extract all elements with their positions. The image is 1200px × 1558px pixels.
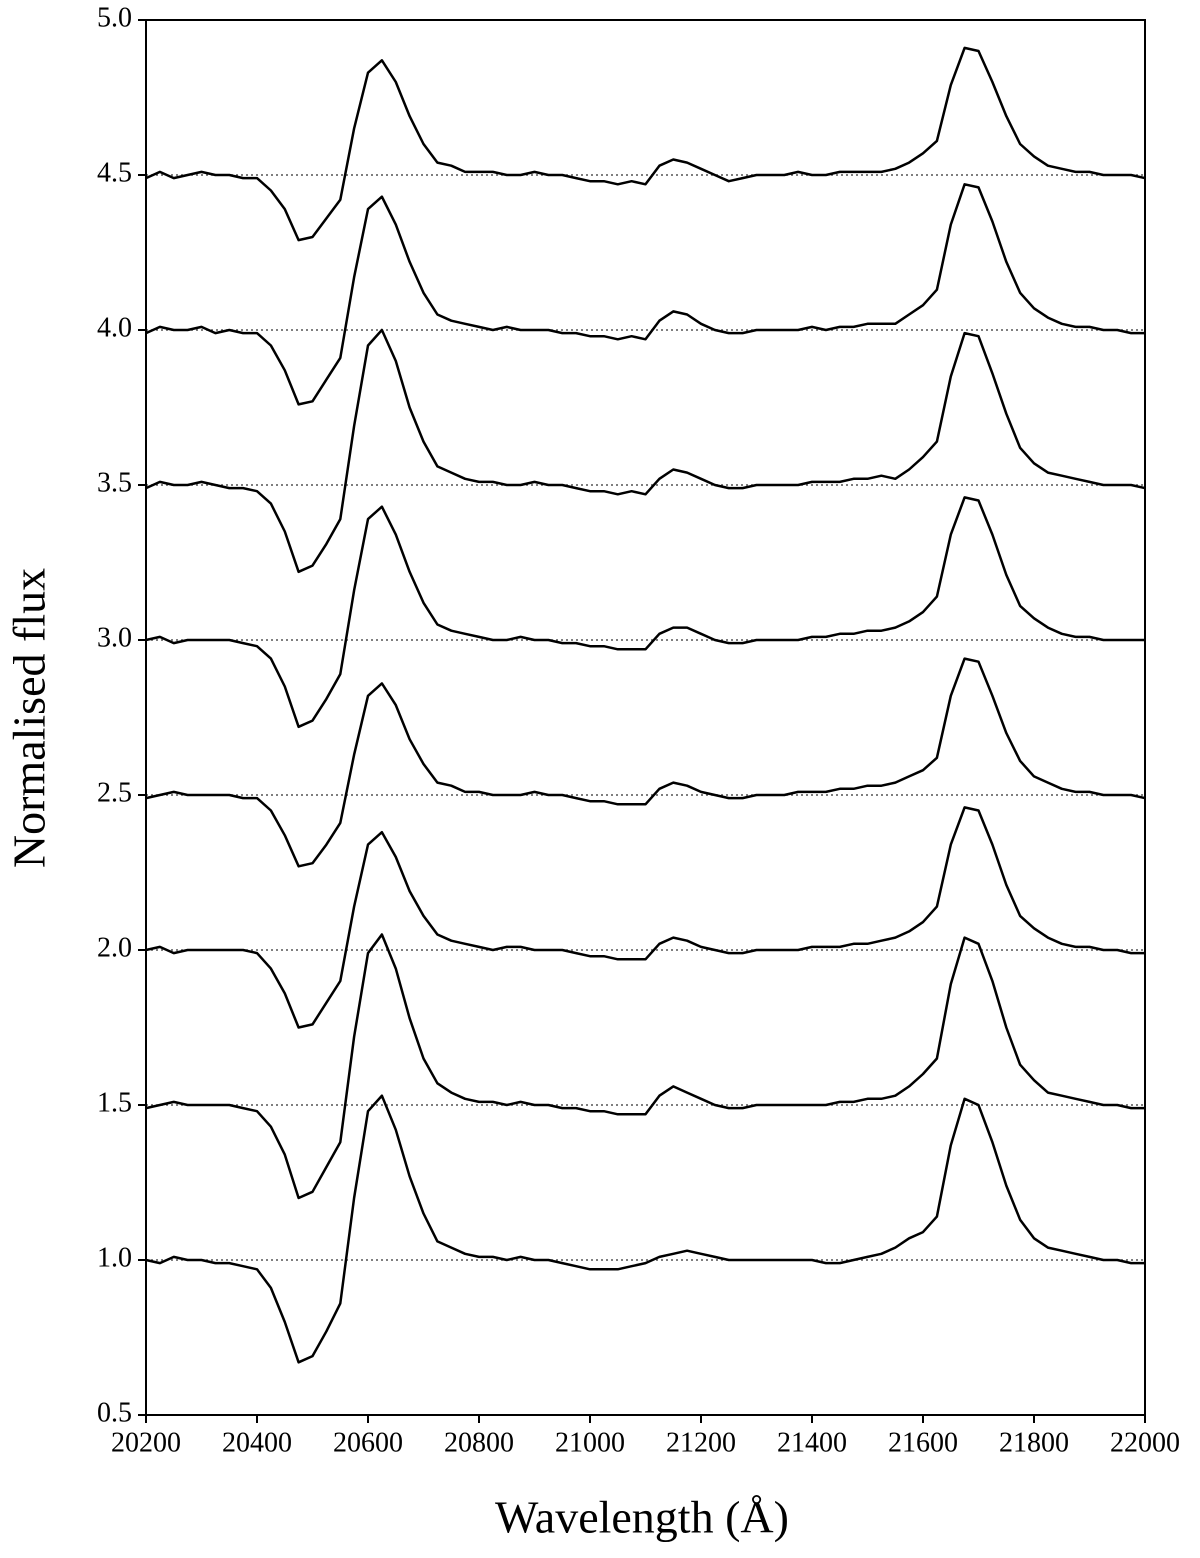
- spectrum-line: [145, 1094, 1145, 1364]
- spectrum-line: [145, 806, 1145, 1029]
- y-tick-label: 4.0: [97, 312, 132, 343]
- y-tick-label: 2.5: [97, 777, 132, 808]
- spectrum-line: [145, 933, 1145, 1200]
- y-tick-label: 1.0: [97, 1242, 132, 1273]
- x-tick-label: 20400: [222, 1427, 292, 1458]
- x-tick-label: 21200: [666, 1427, 736, 1458]
- spectrum-line: [145, 328, 1146, 574]
- y-tick-label: 1.5: [97, 1087, 132, 1118]
- spectrum-line: [145, 46, 1146, 242]
- spectrum-line: [145, 183, 1145, 406]
- y-tick-label: 3.5: [97, 467, 132, 498]
- x-tick-label: 20800: [444, 1427, 514, 1458]
- y-tick-label: 3.0: [97, 622, 132, 653]
- y-tick-label: 5.0: [97, 2, 132, 33]
- y-tick-label: 4.5: [97, 157, 132, 188]
- x-tick-label: 22000: [1110, 1427, 1180, 1458]
- x-tick-label: 21000: [555, 1427, 625, 1458]
- y-tick-label: 2.0: [97, 932, 132, 963]
- y-tick-label: 0.5: [97, 1397, 132, 1428]
- x-tick-label: 21600: [888, 1427, 958, 1458]
- x-tick-label: 20200: [111, 1427, 181, 1458]
- y-axis-label: Normalised flux: [4, 568, 55, 868]
- spectrum-line: [145, 496, 1145, 729]
- x-axis-label: Wavelength (Å): [495, 1492, 789, 1543]
- x-tick-label: 20600: [333, 1427, 403, 1458]
- x-tick-label: 21800: [999, 1427, 1069, 1458]
- plot-frame: [145, 19, 1146, 1416]
- x-tick-label: 21400: [777, 1427, 847, 1458]
- spectrum-line: [145, 657, 1146, 868]
